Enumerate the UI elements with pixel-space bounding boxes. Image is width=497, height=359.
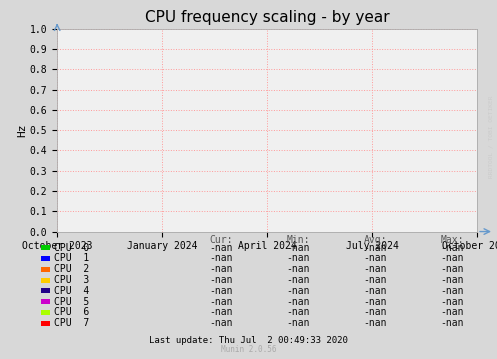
Text: -nan: -nan [440,307,464,317]
Title: CPU frequency scaling - by year: CPU frequency scaling - by year [145,10,390,25]
Text: -nan: -nan [363,275,387,285]
Text: -nan: -nan [286,286,310,296]
Text: -nan: -nan [363,243,387,253]
Text: -nan: -nan [363,286,387,296]
Text: -nan: -nan [363,307,387,317]
Text: CPU  7: CPU 7 [54,318,89,328]
Text: Munin 2.0.56: Munin 2.0.56 [221,345,276,354]
Text: -nan: -nan [286,275,310,285]
Text: -nan: -nan [363,264,387,274]
Text: -nan: -nan [363,253,387,264]
Text: -nan: -nan [286,318,310,328]
Text: -nan: -nan [440,264,464,274]
Text: -nan: -nan [363,318,387,328]
Text: CPU  2: CPU 2 [54,264,89,274]
Text: CPU  1: CPU 1 [54,253,89,264]
Text: Min:: Min: [286,235,310,245]
Text: RRDTOOL / TOBI OETIKER: RRDTOOL / TOBI OETIKER [488,95,493,178]
Text: Last update: Thu Jul  2 00:49:33 2020: Last update: Thu Jul 2 00:49:33 2020 [149,336,348,345]
Text: CPU  6: CPU 6 [54,307,89,317]
Text: -nan: -nan [363,297,387,307]
Text: Cur:: Cur: [209,235,233,245]
Text: CPU  5: CPU 5 [54,297,89,307]
Text: -nan: -nan [209,264,233,274]
Text: -nan: -nan [209,253,233,264]
Text: -nan: -nan [440,318,464,328]
Text: -nan: -nan [209,275,233,285]
Text: -nan: -nan [209,297,233,307]
Text: -nan: -nan [209,318,233,328]
Text: CPU  0: CPU 0 [54,243,89,253]
Text: -nan: -nan [286,253,310,264]
Text: -nan: -nan [209,243,233,253]
Text: Max:: Max: [440,235,464,245]
Text: -nan: -nan [286,264,310,274]
Text: -nan: -nan [286,243,310,253]
Text: CPU  4: CPU 4 [54,286,89,296]
Text: Avg:: Avg: [363,235,387,245]
Text: -nan: -nan [440,243,464,253]
Text: -nan: -nan [440,275,464,285]
Text: -nan: -nan [440,253,464,264]
Text: -nan: -nan [440,286,464,296]
Text: CPU  3: CPU 3 [54,275,89,285]
Text: -nan: -nan [209,286,233,296]
Text: -nan: -nan [440,297,464,307]
Y-axis label: Hz: Hz [17,123,27,137]
Text: -nan: -nan [286,297,310,307]
Text: -nan: -nan [209,307,233,317]
Text: -nan: -nan [286,307,310,317]
